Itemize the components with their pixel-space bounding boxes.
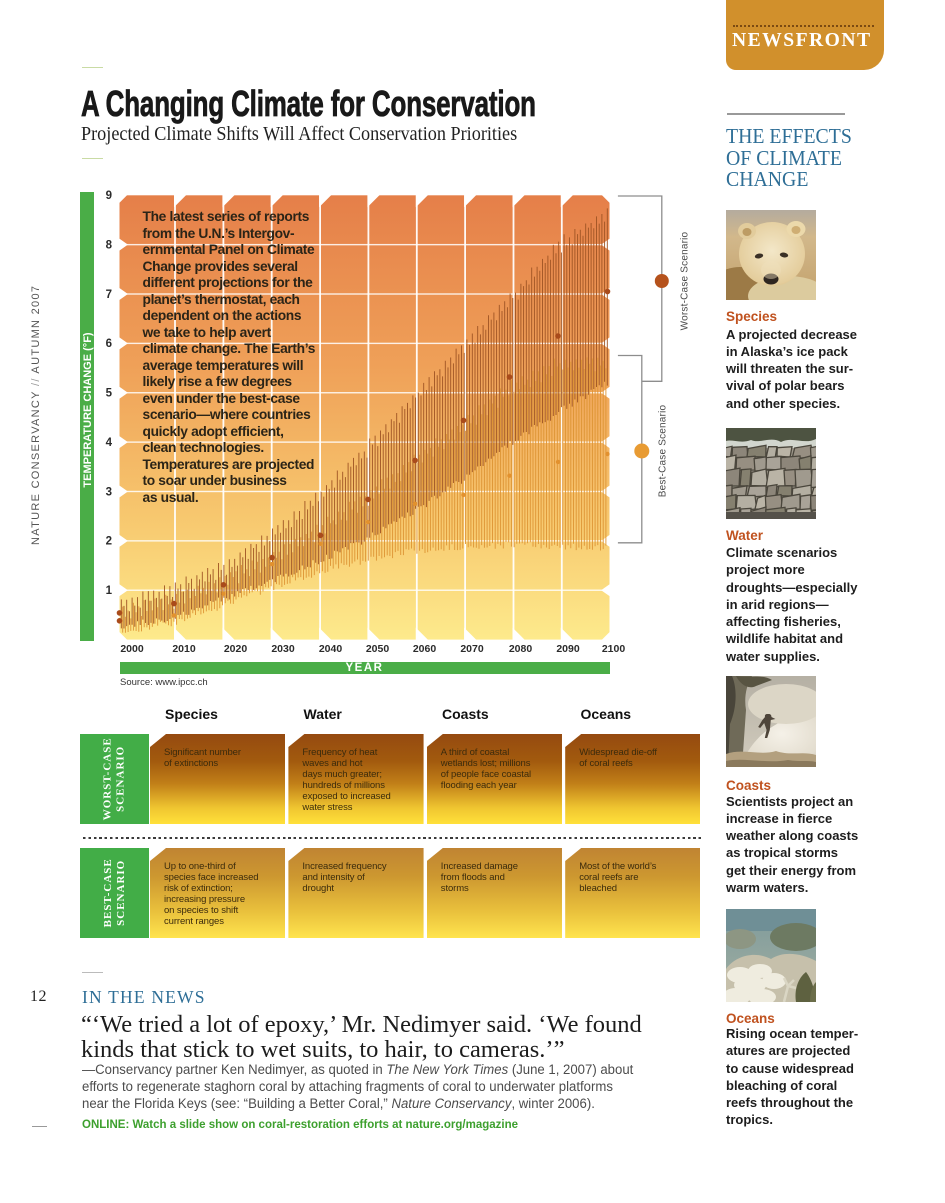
svg-text:2080: 2080 [509,643,533,655]
svg-text:1: 1 [106,585,113,597]
svg-text:2040: 2040 [319,643,343,655]
svg-text:3: 3 [106,486,112,498]
svg-text:2010: 2010 [172,643,196,655]
svg-text:2100: 2100 [602,643,626,655]
svg-text:2090: 2090 [556,643,580,655]
svg-text:Worst-Case Scenario: Worst-Case Scenario [680,231,691,330]
svg-text:5: 5 [106,388,113,400]
svg-text:2: 2 [106,536,112,548]
svg-text:6: 6 [106,338,112,350]
svg-text:8: 8 [106,239,113,251]
svg-text:2060: 2060 [413,643,437,655]
svg-text:2050: 2050 [366,643,390,655]
svg-text:2070: 2070 [460,643,484,655]
svg-text:2030: 2030 [271,643,295,655]
svg-text:4: 4 [106,437,113,449]
svg-text:2020: 2020 [224,643,248,655]
svg-text:TEMPERATURE CHANGE (°F): TEMPERATURE CHANGE (°F) [82,332,94,487]
svg-text:2000: 2000 [120,643,144,655]
svg-text:9: 9 [106,190,112,202]
svg-text:Best-Case Scenario: Best-Case Scenario [658,404,669,497]
svg-text:7: 7 [106,289,112,301]
